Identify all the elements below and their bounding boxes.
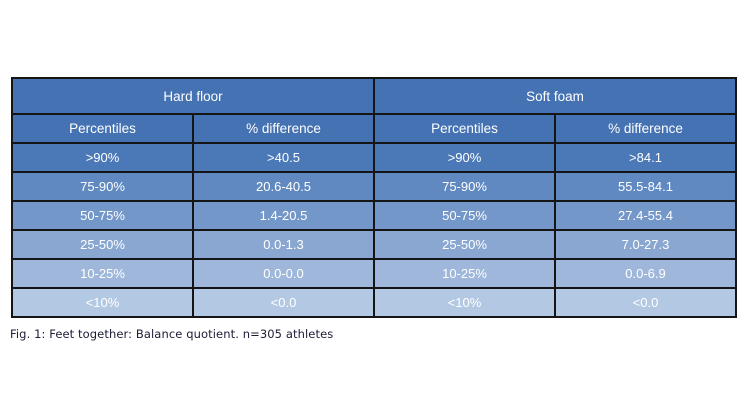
col-header-hard-percentiles: Percentiles <box>11 113 194 144</box>
table-row: 50-75% 1.4-20.5 50-75% 27.4-55.4 <box>11 200 737 231</box>
cell-hard-percentile: 75-90% <box>11 171 194 202</box>
cell-hard-difference: >40.5 <box>192 142 375 173</box>
cell-hard-percentile: 25-50% <box>11 229 194 260</box>
cell-hard-difference: <0.0 <box>192 287 375 318</box>
col-header-soft-difference: % difference <box>554 113 737 144</box>
col-header-hard-difference: % difference <box>192 113 375 144</box>
cell-hard-percentile: >90% <box>11 142 194 173</box>
cell-hard-difference: 20.6-40.5 <box>192 171 375 202</box>
table-row: >90% >40.5 >90% >84.1 <box>11 142 737 173</box>
cell-soft-percentile: 50-75% <box>373 200 556 231</box>
cell-hard-percentile: 50-75% <box>11 200 194 231</box>
cell-soft-difference: >84.1 <box>554 142 737 173</box>
group-header-hard-floor: Hard floor <box>11 77 375 115</box>
figure-caption: Fig. 1: Feet together: Balance quotient.… <box>10 327 334 341</box>
table-row: <10% <0.0 <10% <0.0 <box>11 287 737 318</box>
cell-soft-percentile: 10-25% <box>373 258 556 289</box>
cell-hard-difference: 0.0-0.0 <box>192 258 375 289</box>
cell-soft-difference: 27.4-55.4 <box>554 200 737 231</box>
cell-soft-difference: 55.5-84.1 <box>554 171 737 202</box>
cell-hard-difference: 1.4-20.5 <box>192 200 375 231</box>
column-header-row: Percentiles % difference Percentiles % d… <box>11 113 737 144</box>
cell-soft-percentile: >90% <box>373 142 556 173</box>
col-header-soft-percentiles: Percentiles <box>373 113 556 144</box>
cell-soft-difference: 7.0-27.3 <box>554 229 737 260</box>
cell-soft-difference: 0.0-6.9 <box>554 258 737 289</box>
cell-soft-difference: <0.0 <box>554 287 737 318</box>
table-row: 25-50% 0.0-1.3 25-50% 7.0-27.3 <box>11 229 737 260</box>
cell-hard-difference: 0.0-1.3 <box>192 229 375 260</box>
table-row: 75-90% 20.6-40.5 75-90% 55.5-84.1 <box>11 171 737 202</box>
balance-quotient-table: Hard floor Soft foam Percentiles % diffe… <box>11 77 737 318</box>
cell-soft-percentile: 25-50% <box>373 229 556 260</box>
cell-hard-percentile: <10% <box>11 287 194 318</box>
table-row: 10-25% 0.0-0.0 10-25% 0.0-6.9 <box>11 258 737 289</box>
cell-soft-percentile: 75-90% <box>373 171 556 202</box>
cell-soft-percentile: <10% <box>373 287 556 318</box>
group-header-soft-foam: Soft foam <box>373 77 737 115</box>
cell-hard-percentile: 10-25% <box>11 258 194 289</box>
group-header-row: Hard floor Soft foam <box>11 77 737 115</box>
